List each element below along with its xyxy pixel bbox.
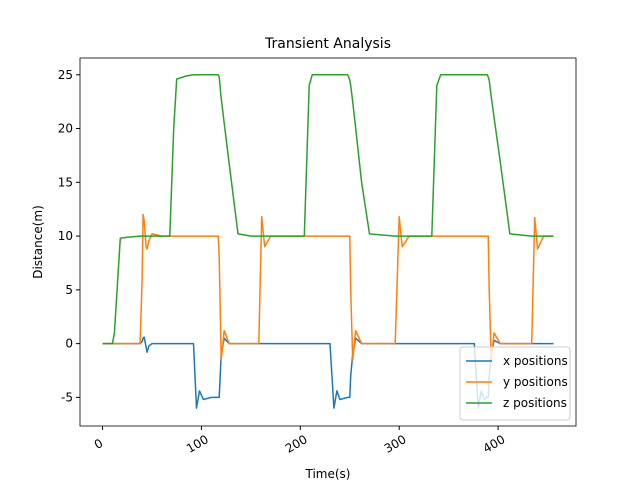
legend-label: x positions <box>503 354 568 368</box>
plot-frame <box>79 57 577 427</box>
x-axis-label: Time(s) <box>305 467 351 480</box>
data-line <box>102 74 554 345</box>
y-tick-label: 25 <box>58 68 73 82</box>
legend-label: z positions <box>503 396 567 410</box>
y-tick-label: -5 <box>61 390 73 404</box>
y-tick-label: 0 <box>65 337 73 351</box>
y-axis-label: Distance(m) <box>31 205 45 279</box>
y-tick-label: 10 <box>58 229 73 243</box>
chart-title: Transient Analysis <box>264 36 391 52</box>
legend-label: y positions <box>503 375 568 389</box>
y-tick-label: 15 <box>58 175 73 189</box>
data-line <box>102 213 554 361</box>
legend: x positions y positions z positions <box>459 346 571 421</box>
y-tick-label: 20 <box>58 122 73 136</box>
y-tick-label: 5 <box>65 283 73 297</box>
legend-box <box>459 346 571 421</box>
